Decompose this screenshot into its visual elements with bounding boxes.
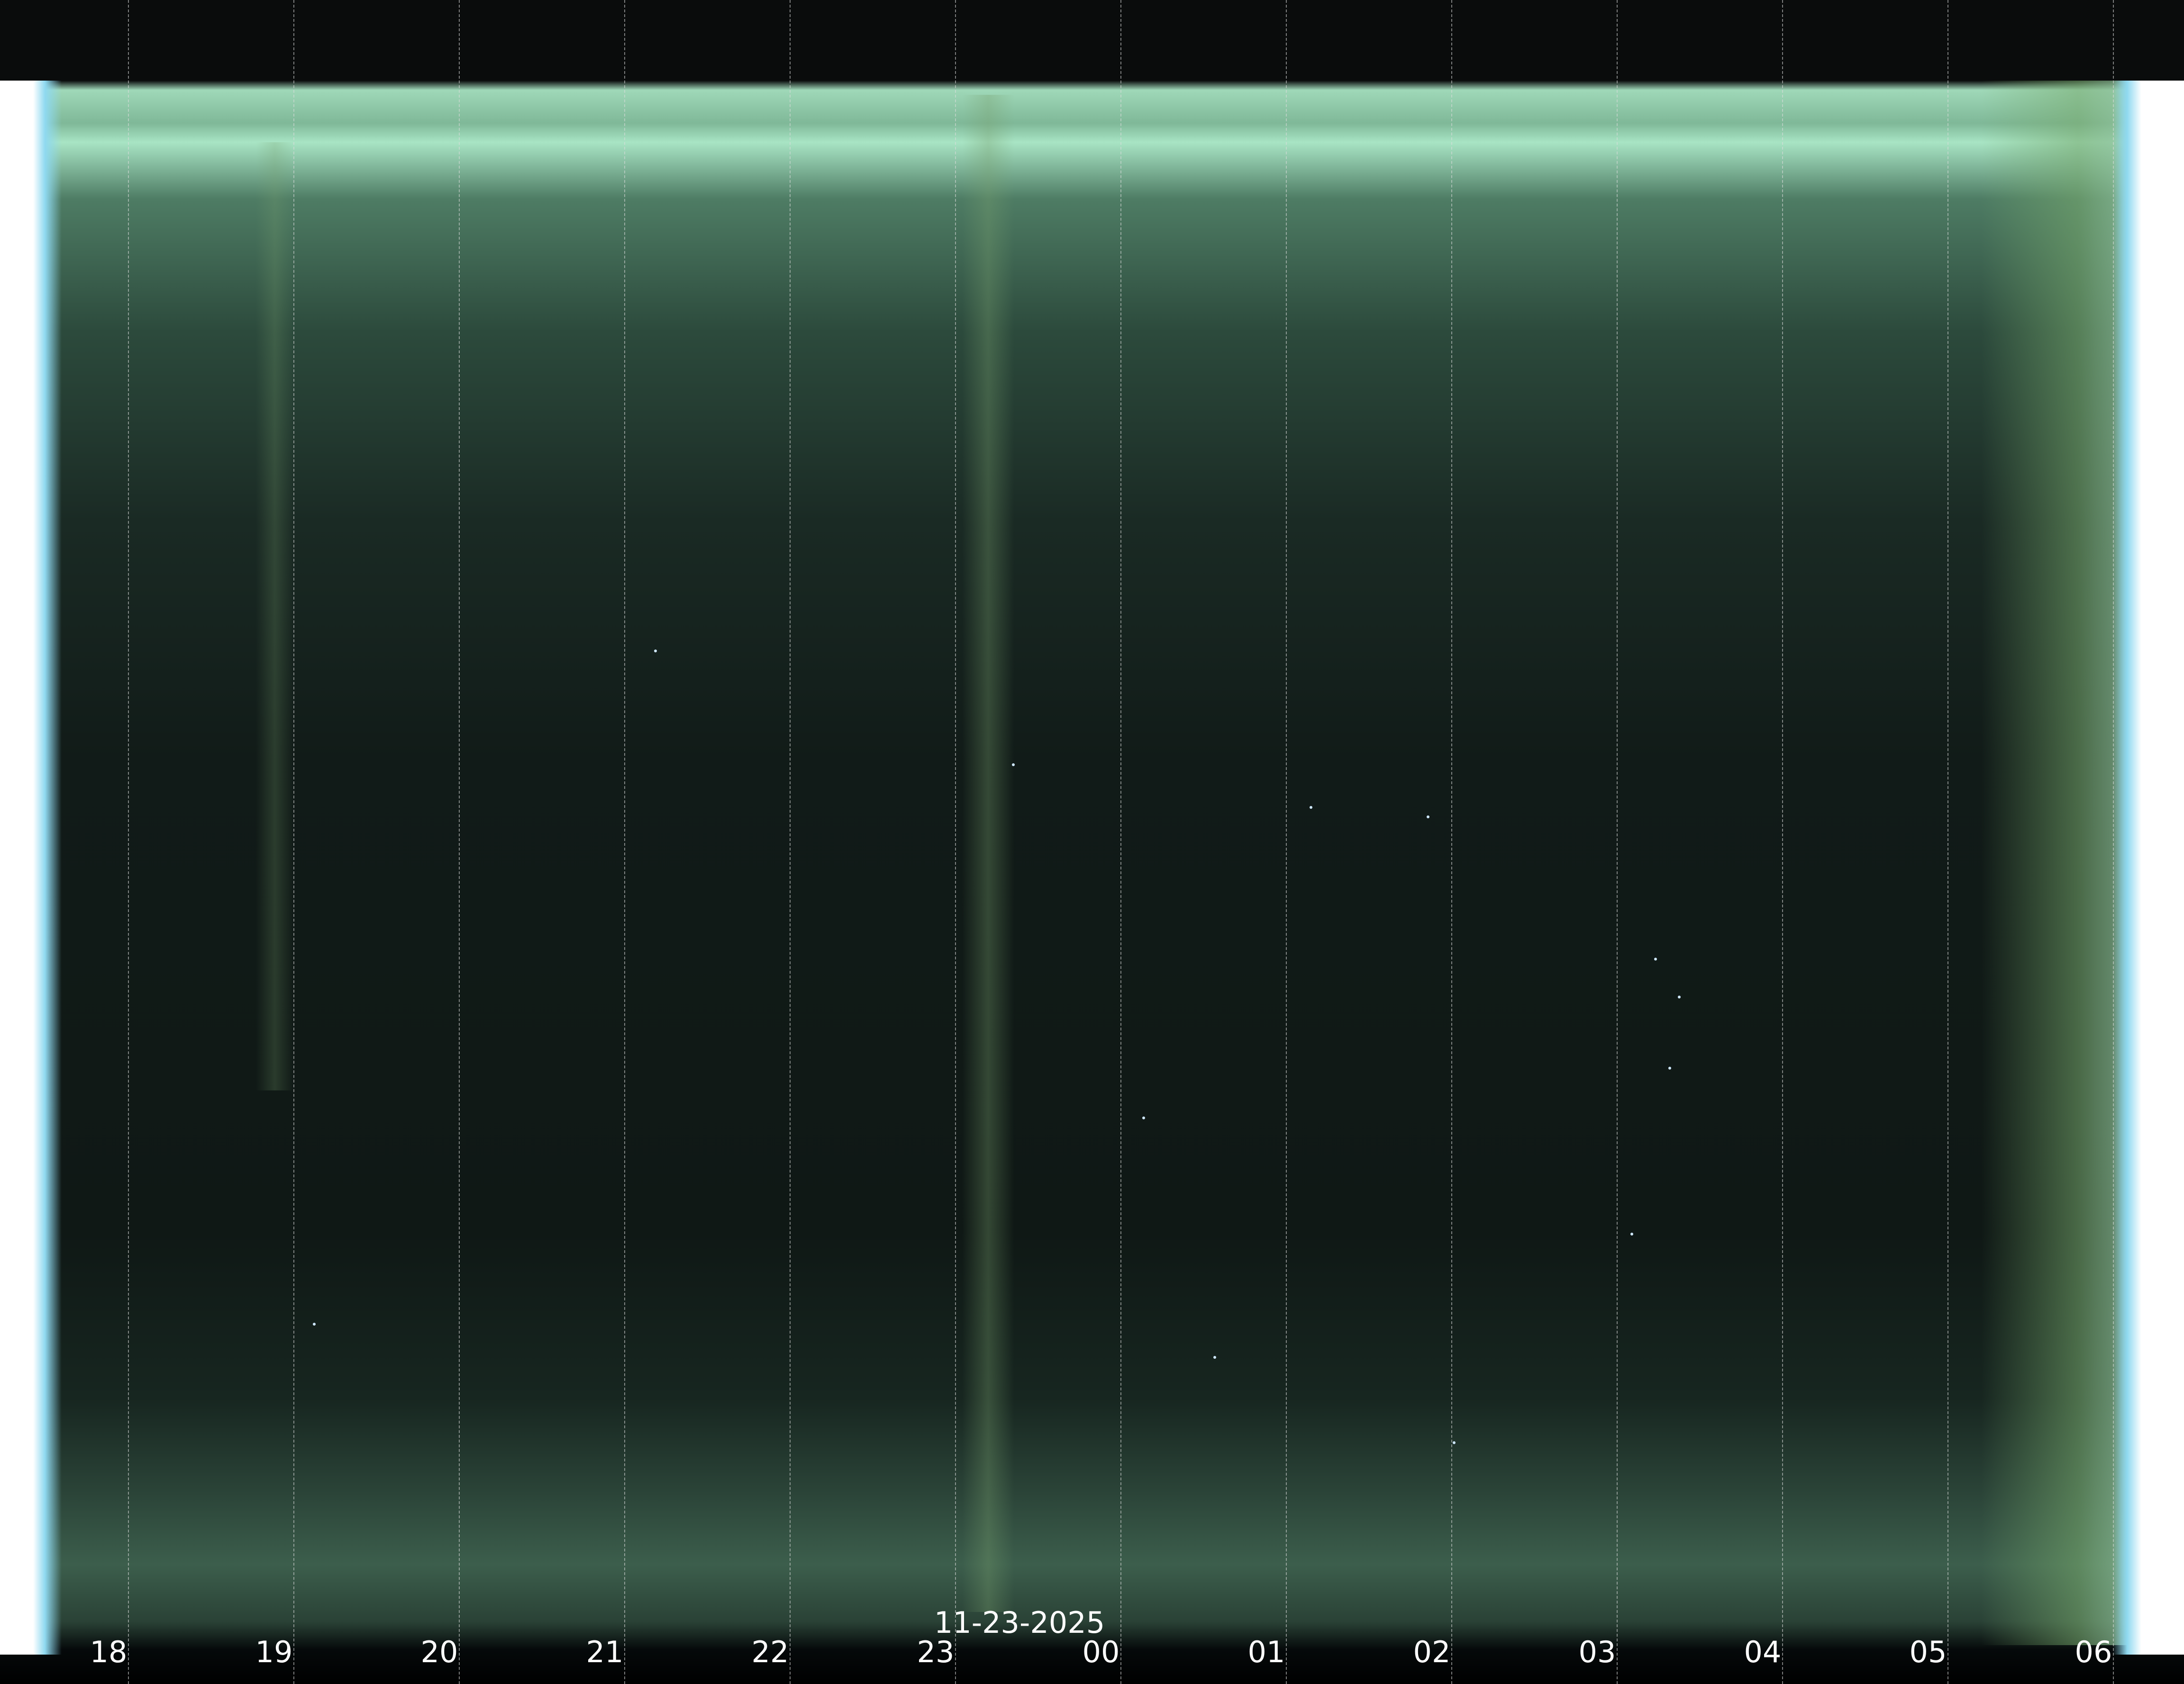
star <box>1678 996 1681 998</box>
hour-label: 05 <box>1909 1635 1947 1669</box>
gridline <box>955 0 956 1684</box>
hour-label: 01 <box>1247 1635 1285 1669</box>
hour-label: 19 <box>255 1635 293 1669</box>
hour-label: 18 <box>90 1635 127 1669</box>
twilight-edge-right <box>2113 81 2184 1655</box>
hour-label: 00 <box>1082 1635 1120 1669</box>
star <box>313 1323 316 1326</box>
hour-label: 22 <box>751 1635 789 1669</box>
star <box>1427 815 1429 818</box>
hour-label: 02 <box>1413 1635 1451 1669</box>
gridline <box>128 0 129 1684</box>
star <box>1453 1441 1456 1444</box>
gridline <box>624 0 625 1684</box>
gridline <box>790 0 791 1684</box>
twilight-edge-left <box>0 81 62 1655</box>
gridline <box>1947 0 1948 1684</box>
star <box>1654 958 1657 961</box>
hour-label: 04 <box>1744 1635 1782 1669</box>
date-label: 11-23-2025 <box>934 1605 1105 1640</box>
star <box>1630 1233 1633 1236</box>
star <box>1668 1067 1671 1070</box>
gridline <box>459 0 460 1684</box>
gridline <box>1617 0 1618 1684</box>
hour-label: 20 <box>420 1635 458 1669</box>
aurora-streak <box>256 142 294 1090</box>
hour-label: 03 <box>1578 1635 1616 1669</box>
hour-label: 21 <box>586 1635 624 1669</box>
aurora-streak <box>962 95 1014 1612</box>
gridline <box>2113 0 2114 1684</box>
hour-label: 06 <box>2075 1635 2112 1669</box>
gridline <box>1286 0 1287 1684</box>
gridline <box>1120 0 1121 1684</box>
star <box>1012 763 1015 766</box>
hour-label: 23 <box>917 1635 955 1669</box>
star <box>1213 1356 1216 1359</box>
star <box>1142 1117 1145 1119</box>
gridline <box>293 0 294 1684</box>
star <box>654 650 657 652</box>
gridline <box>1451 0 1452 1684</box>
star <box>1310 806 1312 809</box>
gridline <box>1782 0 1783 1684</box>
